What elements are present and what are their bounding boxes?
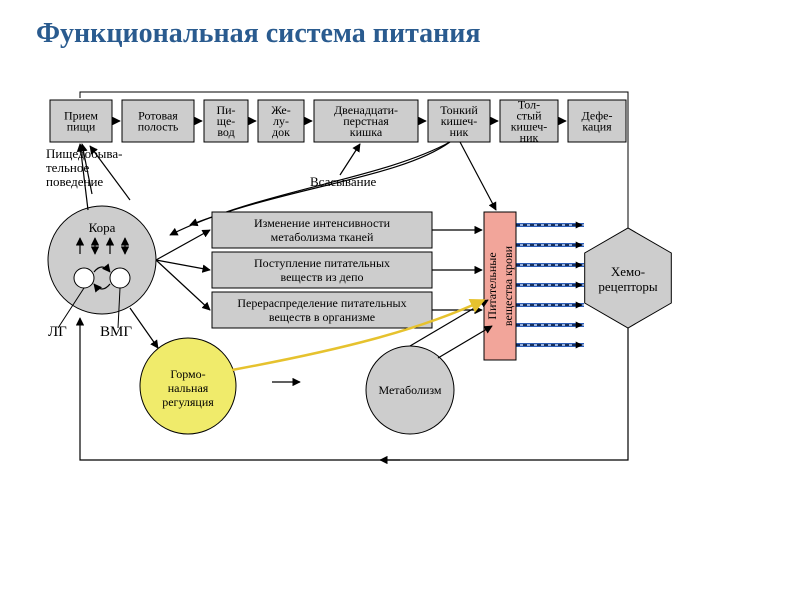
svg-text:Метаболизм: Метаболизм xyxy=(378,383,441,397)
svg-text:Изменение интенсивности: Изменение интенсивности xyxy=(254,216,391,230)
svg-text:ник: ник xyxy=(520,131,539,145)
label-absorption: Всасывание xyxy=(310,174,377,189)
svg-text:веществ из депо: веществ из депо xyxy=(280,270,363,284)
label-foraging-behavior: поведение xyxy=(46,174,103,189)
label-lh-label: ЛГ xyxy=(48,324,67,340)
diagram-container: ПриемпищиРотоваяполостьПи-ще-водЖе-лу-до… xyxy=(40,90,760,510)
svg-text:док: док xyxy=(272,125,290,139)
svg-text:рецепторы: рецепторы xyxy=(598,279,657,294)
svg-text:нальная: нальная xyxy=(168,381,209,395)
svg-text:метаболизма тканей: метаболизма тканей xyxy=(271,230,374,244)
label-vmh-label: ВМГ xyxy=(100,324,132,340)
svg-text:регуляция: регуляция xyxy=(162,395,214,409)
svg-text:Питательные: Питательные xyxy=(485,252,499,319)
svg-text:кишка: кишка xyxy=(350,125,383,139)
svg-text:вещества крови: вещества крови xyxy=(501,245,515,326)
svg-text:пищи: пищи xyxy=(67,120,96,134)
svg-text:веществ в организме: веществ в организме xyxy=(269,310,375,324)
page-title: Функциональная система питания xyxy=(36,18,481,50)
svg-text:ник: ник xyxy=(450,125,469,139)
svg-text:полость: полость xyxy=(138,120,179,134)
svg-text:кация: кация xyxy=(582,120,612,134)
svg-text:Кора: Кора xyxy=(89,220,116,235)
svg-text:Гормо-: Гормо- xyxy=(170,367,205,381)
svg-text:Хемо-: Хемо- xyxy=(611,264,645,279)
svg-text:Поступление питательных: Поступление питательных xyxy=(254,256,390,270)
svg-text:вод: вод xyxy=(217,125,234,139)
label-foraging-behavior: Пищедобыва- xyxy=(46,146,122,161)
svg-text:Перераспределение питательных: Перераспределение питательных xyxy=(237,296,406,310)
label-foraging-behavior: тельное xyxy=(46,160,89,175)
